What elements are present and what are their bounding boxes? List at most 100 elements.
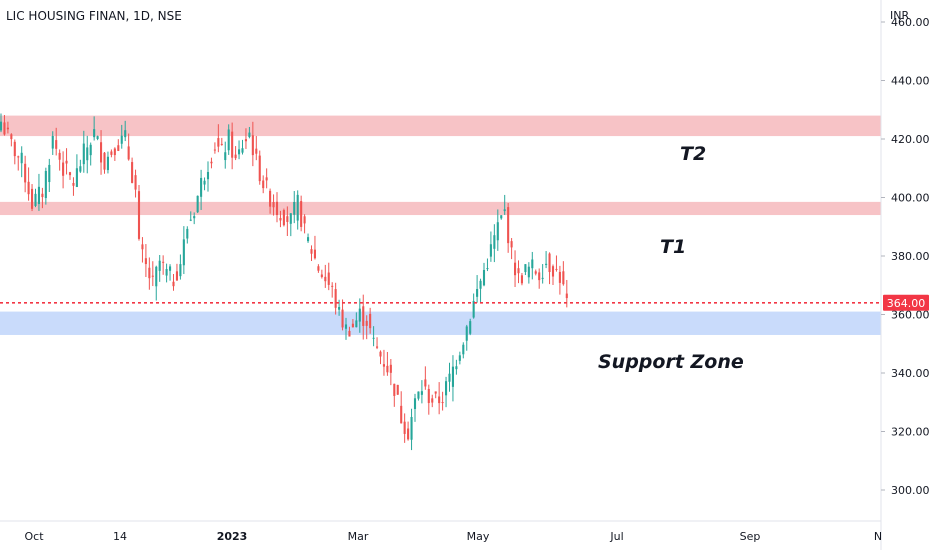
candle-body	[379, 351, 382, 357]
candle-body	[89, 144, 92, 156]
candle-body	[155, 266, 158, 287]
candle-body	[124, 130, 127, 138]
candle-body	[424, 379, 427, 387]
candle-body	[248, 132, 251, 138]
candle-body	[58, 152, 61, 160]
y-tick-label: 440.00	[891, 75, 930, 88]
candle-body	[531, 259, 534, 269]
candle-body	[3, 122, 6, 135]
candle-body	[386, 365, 389, 373]
candle-body	[37, 186, 40, 205]
candle-body	[234, 154, 237, 159]
chart-title: LIC HOUSING FINAN, 1D, NSE	[6, 9, 182, 23]
time-axis[interactable]: Oct 14 2023 Mar May Jul Sep N	[24, 530, 882, 543]
currency-label: INR	[890, 9, 909, 22]
candle-body	[24, 163, 27, 183]
candle-body	[231, 131, 234, 158]
candle-body	[389, 364, 392, 373]
candle-body	[493, 235, 496, 249]
candle-body	[103, 152, 106, 170]
candle-body	[369, 313, 372, 329]
candle-body	[258, 155, 261, 182]
candle-body	[27, 181, 30, 195]
candle-body	[541, 277, 544, 279]
candle-body	[13, 141, 16, 157]
candle-body	[144, 258, 147, 265]
y-tick-label: 460.00	[891, 16, 930, 29]
candle-body	[462, 344, 465, 355]
candle-body	[500, 215, 503, 219]
candle-body	[220, 143, 223, 145]
candle-body	[217, 138, 220, 147]
candle-body	[196, 195, 199, 213]
candle-body	[358, 308, 361, 322]
candle-body	[55, 140, 58, 149]
x-tick-label: N	[874, 530, 882, 543]
candle-body	[141, 244, 144, 250]
last-price-badge-bg	[883, 294, 929, 311]
candle-body	[137, 191, 141, 239]
x-tick-label: May	[467, 530, 490, 543]
candle-body	[269, 190, 272, 207]
y-tick-label: 340.00	[891, 367, 930, 380]
candle-body	[338, 307, 341, 310]
candle-body	[179, 264, 182, 277]
candle-body	[400, 405, 403, 424]
candle-body	[351, 323, 354, 328]
candle-body	[86, 147, 89, 161]
candle-body	[465, 326, 468, 341]
candle-body	[458, 355, 461, 361]
candle-body	[82, 143, 85, 165]
candle-body	[438, 396, 441, 404]
candle-body	[396, 384, 399, 395]
candle-body	[482, 269, 486, 286]
candle-body	[486, 268, 489, 270]
candle-body	[62, 162, 65, 176]
candle-body	[100, 142, 103, 163]
candle-body	[275, 201, 279, 216]
candle-body	[565, 293, 568, 299]
candle-body	[300, 201, 303, 227]
candles-layer	[0, 113, 568, 451]
y-tick-label: 300.00	[891, 484, 930, 497]
candle-body	[555, 268, 558, 270]
price-axis[interactable]: 460.00 440.00 420.00 400.00 380.00 360.00 340.…	[881, 16, 930, 497]
candle-body	[413, 398, 417, 409]
candle-body	[44, 170, 47, 199]
candle-body	[31, 188, 34, 209]
candle-body	[558, 271, 561, 283]
zones-layer	[0, 115, 881, 335]
candle-body	[238, 149, 241, 155]
candle-body	[445, 381, 448, 396]
y-tick-label: 420.00	[891, 133, 930, 146]
candle-body	[41, 193, 44, 198]
last-price-value: 364.00	[887, 297, 926, 310]
candle-body	[307, 237, 310, 242]
candle-body	[272, 202, 275, 208]
candle-body	[79, 166, 82, 172]
candle-body	[279, 217, 282, 221]
last-price-badge: 364.00	[883, 294, 929, 311]
candle-body	[372, 337, 375, 339]
x-tick-label: Sep	[740, 530, 761, 543]
candle-body	[489, 244, 492, 257]
candle-body	[548, 253, 551, 273]
candle-body	[348, 330, 351, 337]
candle-body	[93, 129, 96, 138]
candle-body	[503, 209, 506, 212]
candle-body	[186, 228, 189, 239]
candle-body	[282, 210, 285, 226]
candle-body	[434, 391, 437, 394]
candle-body	[407, 428, 410, 440]
candle-body	[224, 152, 227, 161]
candle-body	[120, 135, 123, 144]
candle-body	[172, 281, 175, 287]
candle-body	[376, 346, 379, 348]
candle-body	[165, 269, 168, 276]
annotation-support-zone: Support Zone	[598, 351, 744, 373]
candle-body	[334, 289, 337, 308]
candle-body	[431, 398, 434, 403]
candle-body	[203, 180, 206, 185]
